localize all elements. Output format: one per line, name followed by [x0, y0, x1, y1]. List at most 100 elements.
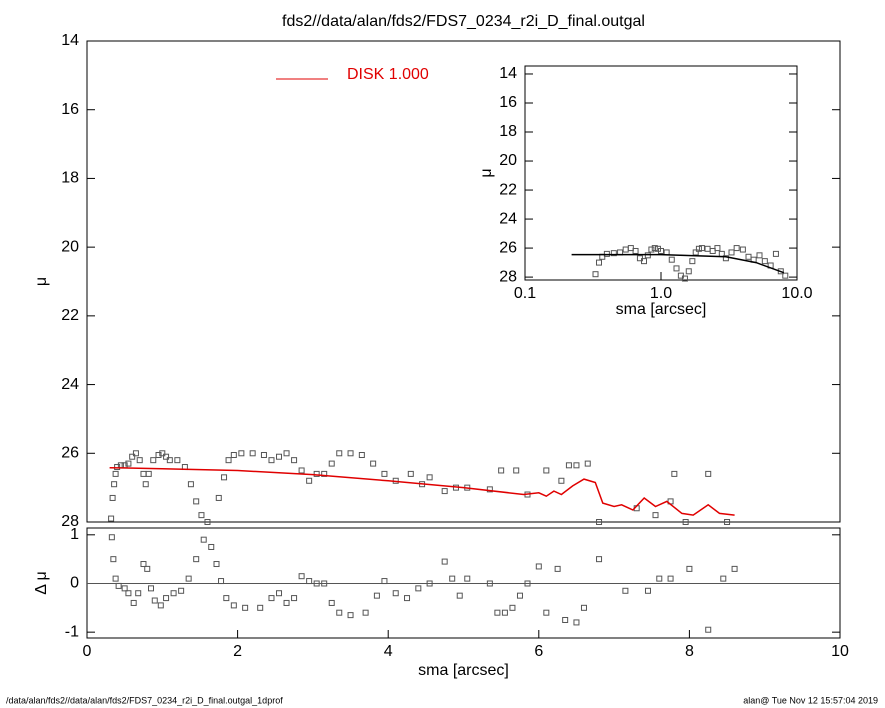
- data-point: [218, 578, 225, 585]
- y-tick-label: 22: [499, 181, 517, 198]
- x-tick-label: 4: [384, 643, 393, 660]
- data-point: [125, 590, 132, 597]
- data-point: [509, 604, 516, 611]
- y-tick-label: 16: [61, 101, 79, 118]
- model-line: [109, 466, 735, 516]
- x-tick-label: 10.0: [781, 285, 812, 302]
- data-point: [223, 595, 230, 602]
- data-point: [159, 450, 166, 457]
- footer-left: /data/alan/fds2//data/alan/fds2/FDS7_023…: [6, 695, 283, 705]
- data-point: [174, 457, 181, 464]
- data-point: [592, 271, 599, 278]
- x-tick-label: 6: [534, 643, 543, 660]
- data-point: [524, 580, 531, 587]
- data-point: [449, 575, 456, 582]
- data-point: [268, 595, 275, 602]
- data-point: [155, 452, 162, 459]
- data-point: [187, 481, 194, 488]
- data-point: [198, 512, 205, 519]
- data-point: [298, 467, 305, 474]
- data-point: [656, 575, 663, 582]
- data-point: [132, 450, 139, 457]
- data-point: [111, 481, 118, 488]
- data-point: [381, 470, 388, 477]
- data-point: [782, 272, 789, 279]
- y-tick-label: 24: [499, 210, 517, 227]
- data-point: [407, 470, 414, 477]
- data-point: [692, 249, 699, 256]
- data-point: [238, 450, 245, 457]
- data-point: [535, 563, 542, 570]
- data-point: [129, 453, 136, 460]
- data-point: [501, 609, 508, 616]
- data-point: [336, 609, 343, 616]
- data-point: [652, 512, 659, 519]
- data-point: [151, 597, 158, 604]
- data-point: [163, 453, 170, 460]
- data-point: [313, 580, 320, 587]
- data-point: [739, 246, 746, 253]
- data-point: [215, 494, 222, 501]
- data-point: [306, 477, 313, 484]
- data-point: [144, 565, 151, 572]
- data-point: [562, 616, 569, 623]
- data-point: [595, 259, 602, 266]
- data-point: [347, 612, 354, 619]
- data-point: [772, 250, 779, 257]
- data-point: [486, 486, 493, 493]
- data-point: [644, 587, 651, 594]
- data-point: [108, 534, 115, 541]
- data-point: [573, 619, 580, 626]
- data-point: [249, 450, 256, 457]
- legend-label: DISK 1.000: [347, 66, 429, 83]
- data-point: [426, 474, 433, 481]
- data-point: [651, 245, 658, 252]
- data-point: [200, 536, 207, 543]
- data-point: [705, 626, 712, 633]
- data-point: [193, 498, 200, 505]
- y-tick-label: 20: [499, 152, 517, 169]
- data-point: [573, 462, 580, 469]
- data-point: [558, 477, 565, 484]
- data-point: [170, 590, 177, 597]
- data-point: [513, 467, 520, 474]
- model-line: [571, 253, 785, 274]
- data-point: [381, 578, 388, 585]
- data-point: [178, 587, 185, 594]
- data-point: [494, 609, 501, 616]
- data-point: [230, 452, 237, 459]
- data-point: [731, 565, 738, 572]
- data-point: [225, 457, 232, 464]
- data-point: [213, 561, 220, 568]
- data-point: [125, 460, 132, 467]
- y-tick-label: 20: [61, 238, 79, 255]
- data-point: [584, 460, 591, 467]
- data-point: [142, 481, 149, 488]
- y-tick-label: 16: [499, 94, 517, 111]
- x-tick-label: 0: [83, 643, 92, 660]
- data-point: [685, 268, 692, 275]
- x-tick-label: 0.1: [514, 285, 536, 302]
- data-point: [543, 467, 550, 474]
- y-tick-label: 14: [499, 65, 517, 82]
- data-point: [362, 609, 369, 616]
- data-point: [728, 249, 735, 256]
- data-point: [257, 604, 264, 611]
- data-point: [554, 565, 561, 572]
- data-point: [565, 462, 572, 469]
- y-tick-label: -1: [65, 623, 79, 640]
- data-point: [714, 245, 721, 252]
- x-axis-label: sma [arcsec]: [418, 662, 509, 679]
- y-tick-label: 26: [61, 445, 79, 462]
- data-point: [347, 450, 354, 457]
- y-tick-label: 1: [70, 526, 79, 543]
- data-point: [596, 556, 603, 563]
- y-tick-label: 14: [61, 32, 79, 49]
- data-point: [681, 275, 688, 282]
- data-point: [756, 252, 763, 259]
- data-point: [112, 575, 119, 582]
- data-point: [516, 592, 523, 599]
- data-point: [145, 470, 152, 477]
